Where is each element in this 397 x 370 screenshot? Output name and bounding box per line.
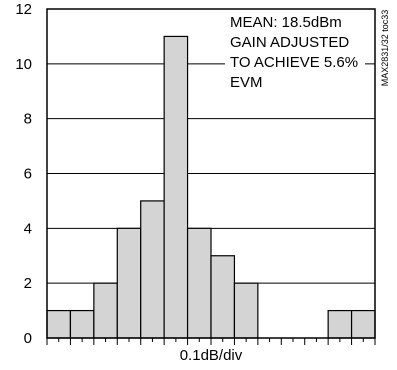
- gridlines: [47, 63, 375, 284]
- annotation-line: EVM: [230, 74, 263, 91]
- figure-code: MAX2831/32 toc33: [380, 10, 390, 87]
- histogram-bar: [350, 309, 376, 339]
- histogram-bar: [233, 282, 259, 339]
- histogram-bar: [93, 282, 118, 339]
- histogram-bar: [186, 227, 212, 339]
- annotation-block: MEAN: 18.5dBm GAIN ADJUSTED TO ACHIEVE 5.6…: [230, 14, 358, 91]
- annotation-background: [225, 10, 365, 98]
- y-tick-label: 0: [24, 330, 32, 347]
- y-tick-label: 6: [24, 166, 32, 183]
- y-tick-label: 4: [24, 220, 32, 237]
- y-tick-label: 10: [15, 56, 32, 73]
- histogram-bar: [69, 309, 95, 339]
- x-axis-ticks: [46, 338, 376, 345]
- y-tick-label: 2: [24, 275, 32, 292]
- annotation-line: TO ACHIEVE 5.6%: [230, 54, 358, 71]
- histogram-bar: [140, 200, 165, 339]
- histogram-bar: [116, 227, 142, 339]
- annotation-line: MEAN: 18.5dBm: [230, 14, 342, 31]
- histogram-bar: [210, 255, 236, 339]
- x-axis-label: 0.1dB/div: [180, 347, 243, 364]
- histogram-bar: [163, 35, 189, 339]
- histogram-bar: [327, 309, 353, 339]
- y-axis-tick-labels: 0 2 4 6 8 10 12: [15, 1, 32, 347]
- histogram-bar: [46, 309, 72, 339]
- y-tick-label: 12: [15, 1, 32, 18]
- y-tick-label: 8: [24, 111, 32, 128]
- annotation-line: GAIN ADJUSTED: [230, 34, 349, 51]
